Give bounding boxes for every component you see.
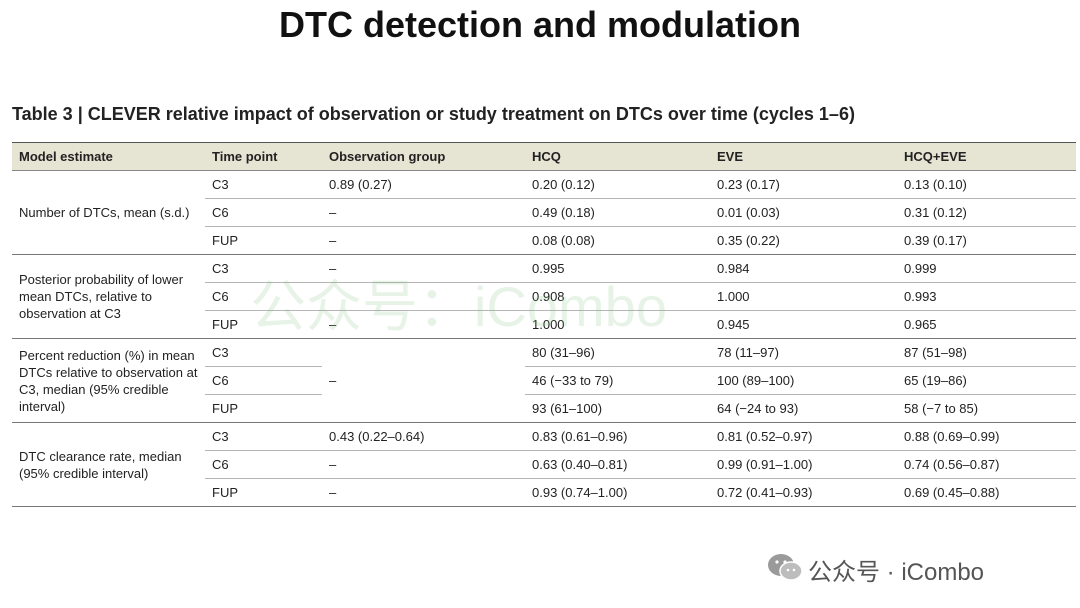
- table-row: Posterior probability of lower mean DTCs…: [12, 254, 1076, 339]
- value-cell: 0.08 (0.08): [525, 226, 710, 255]
- time-point: FUP: [205, 478, 322, 507]
- column-header: HCQ: [525, 142, 710, 171]
- group-label: Posterior probability of lower mean DTCs…: [12, 254, 205, 339]
- observation-cell: –: [322, 310, 525, 339]
- value-cell: 0.965: [897, 310, 1076, 339]
- value-cell: 0.74 (0.56–0.87): [897, 450, 1076, 479]
- group-label: DTC clearance rate, median (95% credible…: [12, 422, 205, 507]
- table-row: C6 46 (−33 to 79) 100 (89–100) 65 (19–86): [12, 366, 1076, 395]
- value-cell: 0.35 (0.22): [710, 226, 897, 255]
- value-cell: 0.995: [525, 254, 710, 283]
- observation-cell: –: [322, 338, 525, 423]
- observation-cell: 0.43 (0.22–0.64): [322, 422, 525, 451]
- table-row: Percent reduction (%) in mean DTCs relat…: [12, 338, 1076, 423]
- table-caption: Table 3 | CLEVER relative impact of obse…: [12, 104, 855, 124]
- value-cell: 0.13 (0.10): [897, 170, 1076, 199]
- value-cell: 0.93 (0.74–1.00): [525, 478, 710, 507]
- observation-cell: –: [322, 450, 525, 479]
- observation-cell: –: [322, 198, 525, 227]
- time-point: C6: [205, 198, 322, 227]
- table-row: C6–0.49 (0.18) 0.01 (0.03) 0.31 (0.12): [12, 198, 1076, 227]
- value-cell: 100 (89–100): [710, 366, 897, 395]
- value-cell: 0.31 (0.12): [897, 198, 1076, 227]
- table-row: C6–0.63 (0.40–0.81) 0.99 (0.91–1.00) 0.74 …: [12, 450, 1076, 479]
- table-row: FUP –0.08 (0.08) 0.35 (0.22) 0.39 (0.17): [12, 226, 1076, 255]
- value-cell: 64 (−24 to 93): [710, 394, 897, 423]
- time-point: C6: [205, 282, 322, 311]
- time-point: C3: [205, 170, 322, 199]
- value-cell: 58 (−7 to 85): [897, 394, 1076, 423]
- observation-cell: –: [322, 478, 525, 507]
- table-row: FUP 93 (61–100) 64 (−24 to 93) 58 (−7 to 85…: [12, 394, 1076, 423]
- value-cell: 0.39 (0.17): [897, 226, 1076, 255]
- table-row: C6 0.908 1.000 0.993: [12, 282, 1076, 311]
- value-cell: 0.945: [710, 310, 897, 339]
- time-point: C3: [205, 338, 322, 367]
- value-cell: 0.63 (0.40–0.81): [525, 450, 710, 479]
- group-label: Number of DTCs, mean (s.d.): [12, 170, 205, 255]
- value-cell: 0.984: [710, 254, 897, 283]
- table-row: FUP –1.000 0.945 0.965: [12, 310, 1076, 339]
- time-point: FUP: [205, 226, 322, 255]
- value-cell: 80 (31–96): [525, 338, 710, 367]
- observation-cell: –: [322, 226, 525, 255]
- value-cell: 0.01 (0.03): [710, 198, 897, 227]
- column-header: HCQ+EVE: [897, 142, 1076, 171]
- value-cell: 1.000: [710, 282, 897, 311]
- column-header: EVE: [710, 142, 897, 171]
- time-point: C6: [205, 450, 322, 479]
- value-cell: 0.99 (0.91–1.00): [710, 450, 897, 479]
- time-point: C3: [205, 254, 322, 283]
- value-cell: 0.993: [897, 282, 1076, 311]
- observation-cell: 0.89 (0.27): [322, 170, 525, 199]
- time-point: C3: [205, 422, 322, 451]
- wechat-icon: [768, 554, 803, 581]
- value-cell: 0.69 (0.45–0.88): [897, 478, 1076, 507]
- table-row: Number of DTCs, mean (s.d.) C3 0.89 (0.27)…: [12, 170, 1076, 255]
- observation-cell: –: [322, 254, 525, 283]
- value-cell: 65 (19–86): [897, 366, 1076, 395]
- value-cell: 0.88 (0.69–0.99): [897, 422, 1076, 451]
- time-point: C6: [205, 366, 322, 395]
- value-cell: 0.999: [897, 254, 1076, 283]
- time-point: FUP: [205, 394, 322, 423]
- empty-cell: [322, 282, 525, 311]
- group-label: Percent reduction (%) in mean DTCs relat…: [12, 338, 205, 423]
- table-body: Number of DTCs, mean (s.d.) C3 0.89 (0.27)…: [12, 170, 1076, 507]
- value-cell: 46 (−33 to 79): [525, 366, 710, 395]
- value-cell: 0.49 (0.18): [525, 198, 710, 227]
- time-point: FUP: [205, 310, 322, 339]
- page-title: DTC detection and modulation: [279, 4, 801, 45]
- value-cell: 0.83 (0.61–0.96): [525, 422, 710, 451]
- column-header: Time point: [205, 142, 322, 171]
- value-cell: 0.81 (0.52–0.97): [710, 422, 897, 451]
- value-cell: 1.000: [525, 310, 710, 339]
- table-row: FUP –0.93 (0.74–1.00) 0.72 (0.41–0.93) 0.69…: [12, 478, 1076, 507]
- value-cell: 78 (11–97): [710, 338, 897, 367]
- table-head: Model estimate Time point Observation grou…: [12, 142, 1076, 171]
- column-header: Observation group: [322, 142, 525, 171]
- value-cell: 0.23 (0.17): [710, 170, 897, 199]
- value-cell: 0.20 (0.12): [525, 170, 710, 199]
- data-table: Model estimate Time point Observation grou…: [12, 142, 1076, 507]
- value-cell: 93 (61–100): [525, 394, 710, 423]
- column-header: Model estimate: [12, 142, 205, 171]
- value-cell: 87 (51–98): [897, 338, 1076, 367]
- table-row: DTC clearance rate, median (95% credible…: [12, 422, 1076, 507]
- value-cell: 0.908: [525, 282, 710, 311]
- value-cell: 0.72 (0.41–0.93): [710, 478, 897, 507]
- footer-brand: 公众号 · iCombo: [808, 559, 985, 586]
- header-row: Model estimate Time point Observation grou…: [12, 142, 1076, 171]
